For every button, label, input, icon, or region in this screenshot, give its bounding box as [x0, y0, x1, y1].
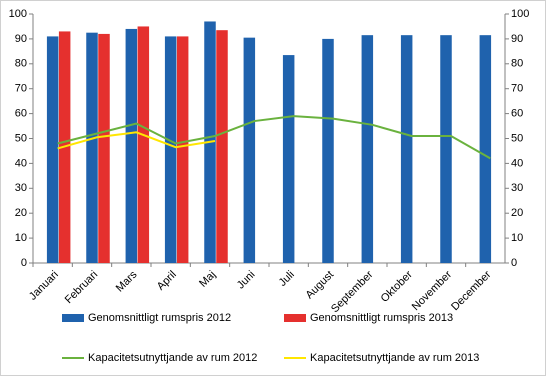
- bar: [86, 32, 98, 263]
- y-tick-label: 20: [15, 207, 27, 219]
- y2-tick-label: 40: [511, 157, 523, 169]
- y-tick-label: 10: [15, 232, 27, 244]
- bar: [479, 35, 492, 263]
- y-tick-label: 70: [15, 83, 27, 95]
- y2-tick-label: 10: [511, 232, 523, 244]
- legend-label: Genomsnittligt rumspris 2013: [310, 312, 453, 324]
- legend-swatch: [62, 314, 84, 322]
- y-tick-label: 100: [9, 8, 27, 20]
- legend-label: Kapacitetsutnyttjande av rum 2012: [88, 352, 257, 364]
- y-tick-label: 30: [15, 182, 27, 194]
- line: [57, 131, 216, 150]
- y2-tick-label: 30: [511, 182, 523, 194]
- bar: [322, 38, 334, 264]
- bar: [440, 35, 452, 263]
- y2-tick-label: 0: [511, 257, 517, 269]
- legend-label: Kapacitetsutnyttjande av rum 2013: [310, 352, 479, 364]
- y2-tick-label: 20: [511, 207, 523, 219]
- bar: [400, 35, 413, 263]
- bar: [137, 26, 150, 264]
- line: [57, 115, 491, 160]
- y2-tick-label: 90: [511, 33, 523, 45]
- legend-swatch: [284, 314, 306, 322]
- y2-tick-label: 80: [511, 58, 523, 70]
- y-tick-label: 60: [15, 108, 27, 120]
- y-tick-label: 0: [21, 257, 27, 269]
- y2-tick-label: 70: [511, 83, 523, 95]
- bar: [243, 37, 256, 263]
- bar: [216, 30, 228, 264]
- bar: [361, 35, 374, 263]
- y2-tick-label: 50: [511, 132, 523, 144]
- bar: [98, 33, 110, 263]
- y-tick-label: 50: [15, 132, 27, 144]
- bar: [46, 36, 59, 263]
- y-tick-label: 90: [15, 33, 27, 45]
- bar: [164, 36, 177, 263]
- y2-tick-label: 100: [511, 8, 529, 20]
- y-tick-label: 80: [15, 58, 27, 70]
- y-tick-label: 40: [15, 157, 27, 169]
- y2-tick-label: 60: [511, 108, 523, 120]
- bar: [125, 28, 138, 263]
- bar: [282, 55, 295, 264]
- legend-label: Genomsnittligt rumspris 2012: [88, 312, 231, 324]
- bar: [176, 36, 189, 263]
